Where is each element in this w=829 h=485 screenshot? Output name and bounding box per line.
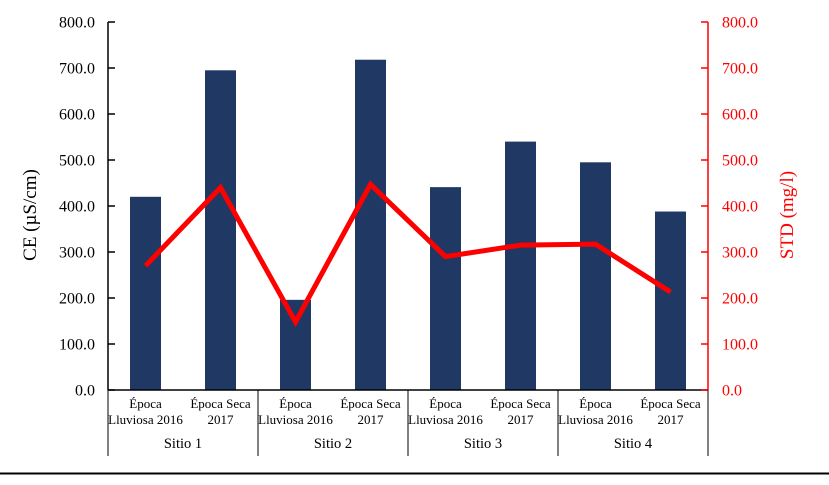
category-label-line2: 2017 [208,412,235,427]
bar-ce-1 [130,196,161,390]
right-axis-tick-label: 100.0 [722,337,758,354]
category-label-line1: Época [429,396,462,411]
right-axis-tick-label: 600.0 [722,107,758,124]
right-axis-title: STD (mg/l) [777,171,798,259]
category-label-line1: Época Seca [640,396,701,411]
category-label-line2: Lluviosa 2016 [558,412,633,427]
left-axis: 0.0 100.0 200.0 300.0 400.0 500.0 600.0 700.0 80… [59,15,708,400]
right-axis-tick-label: 200.0 [722,291,758,308]
category-label-line1: Época [279,396,312,411]
left-axis-tick-label: 700.0 [59,61,95,78]
category-label-line2: 2017 [658,412,685,427]
right-axis-tick-label: 0.0 [722,383,742,400]
plot-area [130,59,686,391]
left-axis-tick-label: 400.0 [59,199,95,216]
group-label: Sitio 3 [464,436,502,452]
category-label-line1: Época Seca [490,396,551,411]
left-axis-title: CE (µS/cm) [20,169,41,261]
left-axis-tick-label: 800.0 [59,15,95,32]
group-label: Sitio 4 [614,436,653,452]
bar-ce-4 [355,59,386,390]
category-label-line2: 2017 [358,412,385,427]
left-axis-tick-label: 0.0 [75,383,95,400]
right-axis: 0.0 100.0 200.0 300.0 400.0 500.0 600.0 700.0 80… [701,15,758,400]
right-axis-tick-label: 400.0 [722,199,758,216]
line-std [143,180,672,328]
left-axis-tick-label: 600.0 [59,107,95,124]
bar-ce-5 [430,187,461,390]
left-axis-tick-label: 300.0 [59,245,95,262]
group-label: Sitio 1 [164,436,202,452]
category-label-line1: Época [579,396,612,411]
left-axis-tick-label: 100.0 [59,337,95,354]
right-axis-tick-label: 500.0 [722,153,758,170]
right-axis-tick-label: 800.0 [722,15,758,32]
category-label-line1: Época Seca [190,396,251,411]
bar-ce-7 [580,162,611,390]
bar-ce-6 [505,141,536,390]
category-label-line2: Lluviosa 2016 [408,412,483,427]
category-label-line1: Época Seca [340,396,401,411]
bar-ce-3 [280,299,311,390]
right-axis-tick-label: 300.0 [722,245,758,262]
category-label-line1: Época [129,396,162,411]
bar-ce-8 [655,211,686,390]
left-axis-tick-label: 200.0 [59,291,95,308]
bar-ce-2 [205,70,236,391]
category-label-line2: Lluviosa 2016 [108,412,183,427]
left-axis-tick-label: 500.0 [59,153,95,170]
category-label-line2: 2017 [508,412,535,427]
group-label: Sitio 2 [314,436,352,452]
category-label-line2: Lluviosa 2016 [258,412,333,427]
right-axis-tick-label: 700.0 [722,61,758,78]
